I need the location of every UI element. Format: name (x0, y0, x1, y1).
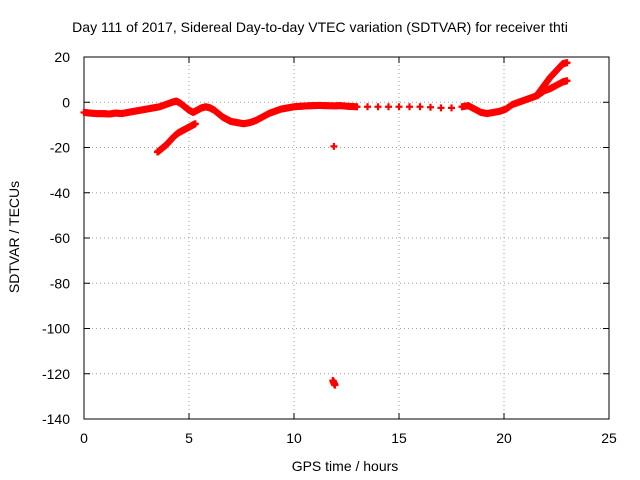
y-tick-label: -140 (42, 411, 70, 427)
data-point (416, 103, 424, 111)
x-tick-label: 10 (286, 430, 302, 446)
data-point (191, 120, 199, 128)
x-tick-label: 0 (80, 430, 88, 446)
data-point (374, 103, 382, 111)
x-tick-label: 5 (185, 430, 193, 446)
data-point (563, 59, 571, 67)
y-tick-label: -20 (50, 140, 70, 156)
y-tick-label: -100 (42, 321, 70, 337)
data-point (385, 103, 392, 111)
grid-layer (84, 57, 609, 419)
data-point (353, 103, 361, 111)
data-point (437, 104, 445, 112)
y-tick-label: 0 (62, 94, 70, 110)
x-tick-label: 25 (601, 430, 617, 446)
x-tick-label: 15 (391, 430, 407, 446)
data-point (563, 77, 571, 85)
y-axis-label: SDTVAR / TECUs (6, 181, 22, 293)
data-points (80, 59, 571, 389)
tick-labels-layer: 0 5 10 15 20 25 20 0 -20 -40 -60 -80 -100 -120 -140 (42, 49, 617, 446)
data-point (406, 103, 413, 111)
chart-title: Day 111 of 2017, Sidereal Day-to-day VTE… (72, 19, 568, 35)
x-axis-label: GPS time / hours (292, 458, 399, 474)
data-point (448, 104, 455, 112)
y-tick-label: -120 (42, 366, 70, 382)
y-tick-label: -80 (50, 275, 70, 291)
data-point (427, 103, 434, 111)
ticks-layer (83, 56, 610, 420)
data-point (330, 142, 338, 150)
data-point (331, 381, 339, 389)
x-tick-label: 20 (496, 430, 512, 446)
y-tick-label: 20 (54, 49, 70, 65)
data-point (364, 103, 371, 111)
data-point (395, 103, 403, 111)
y-tick-label: -60 (50, 230, 70, 246)
y-tick-label: -40 (50, 185, 70, 201)
